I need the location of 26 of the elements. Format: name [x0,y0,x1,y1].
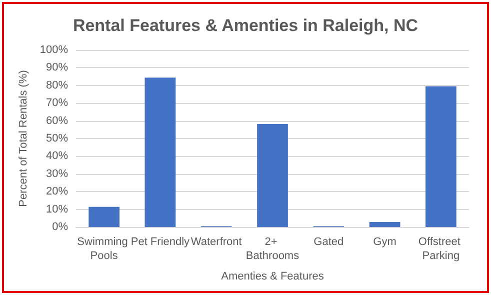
bar [425,86,456,227]
y-tick-label: 30% [46,168,68,180]
y-tick-label: 70% [46,97,68,110]
bar [144,78,176,227]
y-tick-label: 90% [46,62,68,74]
y-tick-label: 20% [46,186,68,198]
x-axis-title: Amenties & Features [221,270,324,282]
bar [257,124,288,227]
x-tick-label: Waterfront [190,236,242,248]
x-tick-label: Offstreet Parking [418,236,464,262]
x-tick-label: Swimming Pools [77,236,131,262]
bar [369,222,400,227]
y-tick-label: 0% [52,221,68,233]
y-tick-label: 50% [46,132,68,144]
x-tick-label: Gym [373,236,396,248]
y-tick-label: 10% [46,203,68,216]
y-tick-label: 40% [46,150,68,162]
x-tick-label: Gated [314,236,344,248]
y-axis-title: Percent of Total Rentals (%) [17,70,30,207]
y-tick-label: 100% [40,44,68,56]
bar [88,206,120,227]
x-tick-label: 2+ Bathrooms [246,236,300,262]
y-tick-label: 60% [46,114,68,127]
x-tick-label: Pet Friendly [130,236,190,248]
chart-title: Rental Features & Amenties in Raleigh, NC [72,16,418,35]
y-tick-label: 80% [46,79,68,92]
